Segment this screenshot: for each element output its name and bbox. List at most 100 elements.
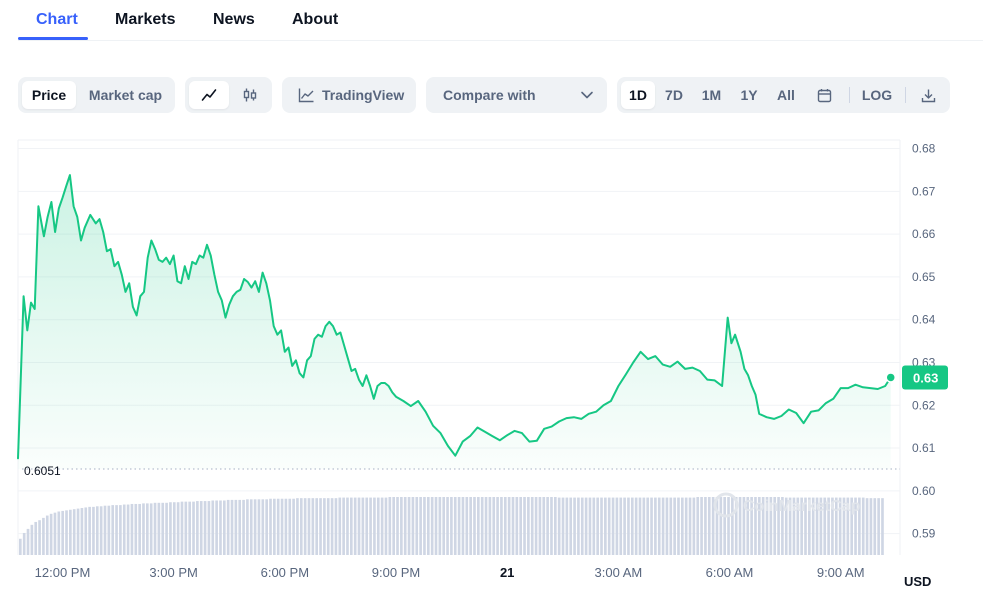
current-price-label: 0.63 <box>913 370 938 385</box>
compare-with-dropdown[interactable]: Compare with <box>426 77 607 113</box>
volume-bar <box>773 497 777 555</box>
line-chart-button[interactable] <box>189 81 229 109</box>
volume-bar <box>846 497 850 555</box>
range-1y-button[interactable]: 1Y <box>740 87 758 103</box>
volume-bar <box>157 502 161 555</box>
volume-bar <box>95 506 99 555</box>
volume-bar <box>453 497 457 555</box>
volume-bar <box>634 497 638 555</box>
volume-bar <box>561 497 565 555</box>
volume-bar <box>222 500 226 555</box>
log-scale-button[interactable]: LOG <box>861 87 893 103</box>
price-button[interactable]: Price <box>22 81 76 109</box>
volume-bar <box>238 499 242 555</box>
volume-bar <box>881 498 884 555</box>
volume-bar <box>519 497 523 555</box>
volume-bar <box>761 497 765 555</box>
volume-bar <box>615 497 619 555</box>
volume-bar <box>831 497 834 555</box>
volume-bar <box>592 497 596 555</box>
volume-bar <box>796 497 800 555</box>
volume-bar <box>750 497 753 555</box>
market-cap-button[interactable]: Market cap <box>88 87 163 103</box>
volume-bar <box>765 497 769 555</box>
volume-bar <box>369 497 372 555</box>
x-tick-label: 6:00 AM <box>706 565 754 580</box>
tab-chart[interactable]: Chart <box>36 11 78 28</box>
volume-bar <box>850 497 854 555</box>
volume-bar <box>130 503 134 555</box>
volume-bar <box>873 498 877 555</box>
volume-bar <box>226 499 230 555</box>
volume-bar <box>700 497 703 555</box>
volume-bar <box>407 497 411 555</box>
volume-bar <box>423 497 426 555</box>
volume-bar <box>627 497 630 555</box>
x-axis: 12:00 PM 3:00 PM 6:00 PM 9:00 PM 21 3:00 AM 6:… <box>35 565 932 589</box>
volume-bar <box>323 498 326 555</box>
toolbar-divider <box>905 87 906 103</box>
volume-bar <box>242 499 245 555</box>
volume-bar <box>746 497 750 555</box>
volume-bar <box>530 497 534 555</box>
range-1m-button[interactable]: 1M <box>701 87 722 103</box>
volume-bar <box>426 497 430 555</box>
volume-bar <box>230 499 234 555</box>
x-tick-label: 3:00 AM <box>595 565 643 580</box>
volume-bar <box>473 497 476 555</box>
volume-bar <box>642 497 646 555</box>
volume-bar <box>588 497 592 555</box>
volume-bar <box>53 512 57 555</box>
volume-bar <box>350 497 353 555</box>
chart-type-toggle <box>185 77 272 113</box>
volume-bar <box>450 497 453 555</box>
range-1d-button[interactable]: 1D <box>621 81 655 109</box>
tab-about[interactable]: About <box>292 11 339 28</box>
tab-news[interactable]: News <box>213 11 255 28</box>
x-tick-label: 9:00 PM <box>372 565 420 580</box>
price-area-fill <box>18 175 891 469</box>
volume-bar <box>854 497 857 555</box>
volume-bar <box>503 497 507 555</box>
volume-bar <box>199 501 203 555</box>
volume-bar <box>269 498 272 555</box>
volume-bar <box>500 497 503 555</box>
volume-bar <box>557 497 561 555</box>
volume-bar <box>823 497 827 555</box>
volume-bar <box>219 500 222 555</box>
volume-bar <box>342 497 345 555</box>
volume-bar <box>49 513 53 555</box>
volume-bar <box>234 499 238 555</box>
volume-bar <box>119 505 122 555</box>
volume-bar <box>769 497 773 555</box>
volume-bar <box>438 497 442 555</box>
range-7d-button[interactable]: 7D <box>665 87 683 103</box>
volume-bar <box>249 499 253 555</box>
y-tick-label: 0.59 <box>912 527 936 541</box>
candlestick-button[interactable] <box>231 81 269 109</box>
date-range-button[interactable] <box>809 81 839 109</box>
volume-bar <box>496 497 499 555</box>
tab-markets[interactable]: Markets <box>115 11 176 28</box>
current-price-badge: 0.63 <box>902 365 948 390</box>
active-tab-underline <box>18 37 88 40</box>
watermark-text: CoinMarketCap <box>743 498 861 515</box>
volume-bar <box>365 497 369 555</box>
volume-bar <box>22 532 26 555</box>
volume-bar <box>777 497 780 555</box>
y-tick-label: 0.67 <box>912 184 936 198</box>
volume-bar <box>146 503 149 555</box>
volume-bar <box>72 509 76 555</box>
volume-bar <box>611 497 615 555</box>
range-all-button[interactable]: All <box>777 87 795 103</box>
volume-bar <box>623 497 626 555</box>
volume-bar <box>546 497 549 555</box>
tradingview-button[interactable]: TradingView <box>282 77 416 113</box>
download-button[interactable] <box>913 81 943 109</box>
volume-bar <box>288 498 292 555</box>
volume-bar <box>184 501 188 555</box>
volume-bar <box>446 497 449 555</box>
y-tick-label: 0.60 <box>912 484 936 498</box>
volume-bar <box>804 497 807 555</box>
